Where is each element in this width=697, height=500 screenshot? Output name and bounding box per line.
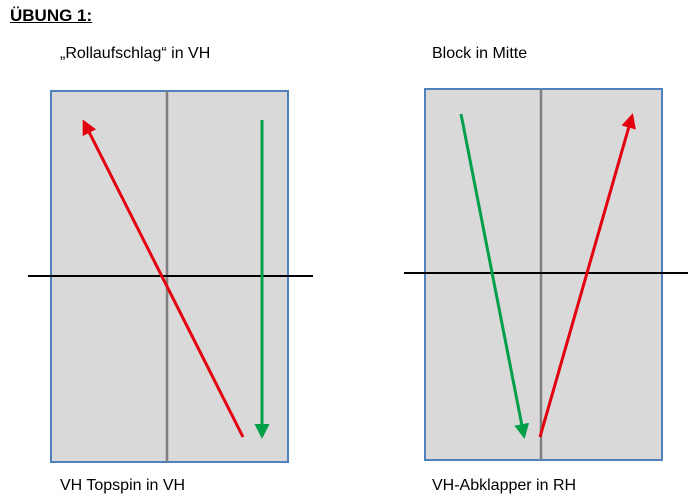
right-green-arrow — [459, 113, 530, 439]
left-bottom-label: VH Topspin in VH — [60, 477, 186, 494]
left-table-diagram — [28, 90, 313, 463]
right-red-arrow — [538, 113, 636, 438]
right-bottom-label: VH-Abklapper in RH — [432, 477, 577, 494]
exercise-title: ÜBUNG 1: — [10, 6, 93, 25]
right-table — [424, 88, 663, 461]
right-top-label: Block in Mitte — [432, 45, 528, 62]
right-table-diagram — [404, 88, 688, 461]
left-top-label: „Rollaufschlag“ in VH — [60, 45, 211, 62]
left-red-arrow — [82, 119, 245, 438]
